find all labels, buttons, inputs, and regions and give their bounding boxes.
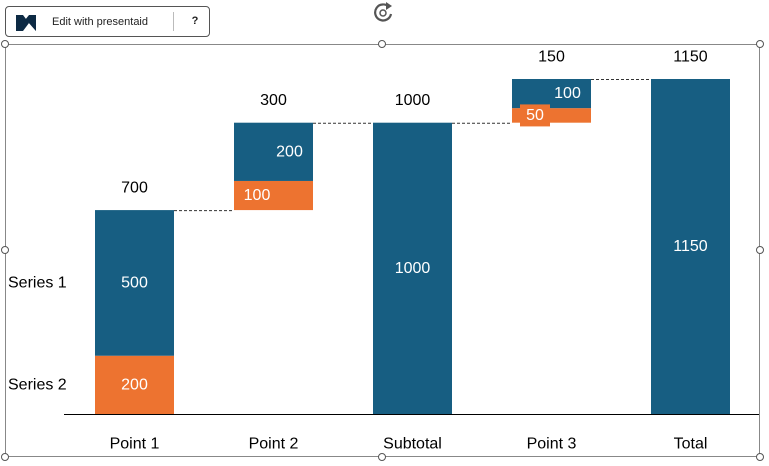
data-label-series1-0: 500 xyxy=(121,274,148,291)
data-label-series1-1: 200 xyxy=(276,143,303,160)
total-label-2: 1000 xyxy=(395,92,431,109)
category-label-1: Point 2 xyxy=(249,436,299,453)
resize-handle-bottom-right[interactable] xyxy=(756,453,764,461)
data-label-box-series2-1 xyxy=(242,184,272,207)
category-label-0: Point 1 xyxy=(110,436,160,453)
category-label-4: Total xyxy=(674,436,708,453)
data-label-series2-1: 100 xyxy=(244,187,271,204)
presentaid-logo-icon xyxy=(16,15,36,36)
total-label-0: 700 xyxy=(121,180,148,197)
edit-with-presentaid-button[interactable]: Edit with presentaid xyxy=(52,16,148,28)
bar-series1-1 xyxy=(234,122,313,181)
category-label-3: Point 3 xyxy=(527,436,577,453)
data-label-series2-0: 200 xyxy=(121,376,148,393)
data-label-series2-3: 50 xyxy=(526,107,544,124)
bar-series1-3 xyxy=(512,79,591,109)
data-label-box-series2-3 xyxy=(520,104,550,127)
category-label-2: Subtotal xyxy=(383,436,442,453)
total-label-1: 300 xyxy=(260,92,287,109)
bar-series1-2 xyxy=(373,122,452,415)
resize-handle-top-left[interactable] xyxy=(1,40,9,48)
bar-series1-4 xyxy=(651,79,730,414)
legend-label-series1: Series 1 xyxy=(8,274,67,291)
legend-label-series2: Series 2 xyxy=(8,376,67,393)
resize-handle-bottom[interactable] xyxy=(378,453,386,461)
bar-series2-0 xyxy=(95,355,174,414)
total-label-4: 1150 xyxy=(673,49,708,66)
resize-handle-top[interactable] xyxy=(378,40,386,48)
presentaid-toolbar: Edit with presentaid ? xyxy=(5,6,210,37)
resize-handle-top-right[interactable] xyxy=(756,40,764,48)
data-label-series1-4: 1150 xyxy=(673,238,708,255)
help-button[interactable]: ? xyxy=(191,15,199,27)
data-label-series1-3: 100 xyxy=(554,85,581,102)
rotate-handle-icon[interactable] xyxy=(370,0,396,31)
bar-series1-0 xyxy=(95,210,174,356)
total-label-3: 150 xyxy=(538,49,565,66)
resize-handle-right[interactable] xyxy=(756,246,764,254)
toolbar-divider xyxy=(173,12,174,31)
resize-handle-left[interactable] xyxy=(1,246,9,254)
data-label-series1-2: 1000 xyxy=(395,260,431,277)
resize-handle-bottom-left[interactable] xyxy=(1,453,9,461)
